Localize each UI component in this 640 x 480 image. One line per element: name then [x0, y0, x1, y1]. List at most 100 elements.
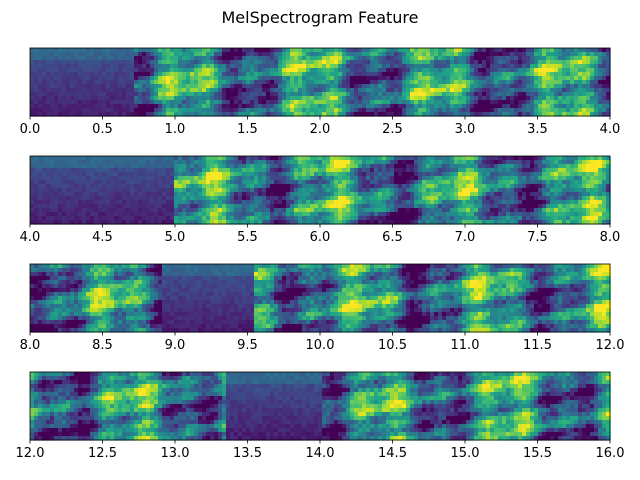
spectrogram-cell [418, 156, 423, 161]
spectrogram-cell [330, 188, 335, 193]
spectrogram-cell [450, 164, 455, 169]
spectrogram-cell [354, 48, 359, 53]
spectrogram-cell [46, 192, 51, 197]
spectrogram-cell [290, 164, 295, 169]
spectrogram-cell [486, 72, 491, 77]
spectrogram-cell [538, 176, 543, 181]
spectrogram-cell [54, 184, 59, 189]
spectrogram-cell [158, 84, 163, 89]
spectrogram-cell [194, 56, 199, 61]
spectrogram-cell [450, 48, 455, 53]
spectrogram-cell [126, 192, 131, 197]
spectrogram-cell [146, 176, 151, 181]
spectrogram-cell [30, 88, 35, 93]
spectrogram-cell [294, 60, 299, 65]
spectrogram-cell [46, 188, 51, 193]
x-tick-label: 3.5 [527, 122, 548, 137]
spectrogram-cell [254, 164, 259, 169]
spectrogram-cell [250, 212, 255, 217]
spectrogram-cell [230, 80, 235, 85]
spectrogram-cell [182, 164, 187, 169]
spectrogram-cell [586, 68, 591, 73]
spectrogram-cell [54, 60, 59, 65]
spectrogram-cell [86, 60, 91, 65]
spectrogram-cell [582, 80, 587, 85]
spectrogram-cell [138, 48, 143, 53]
spectrogram-cell [262, 180, 267, 185]
spectrogram-cell [418, 208, 423, 213]
spectrogram-cell [506, 184, 511, 189]
spectrogram-cell [398, 160, 403, 165]
spectrogram-cell [298, 48, 303, 53]
spectrogram-cell [170, 108, 175, 113]
spectrogram-cell [418, 104, 423, 109]
spectrogram-cell [466, 80, 471, 85]
spectrogram-cell [370, 216, 375, 221]
spectrogram-cell [174, 204, 179, 209]
spectrogram-cell [230, 48, 235, 53]
spectrogram-cell [90, 192, 95, 197]
spectrogram-cell [342, 108, 347, 113]
spectrogram-cell [370, 60, 375, 65]
spectrogram-cell [438, 200, 443, 205]
spectrogram-cell [154, 68, 159, 73]
spectrogram-cell [282, 176, 287, 181]
spectrogram-cell [34, 168, 39, 173]
spectrogram-cell [154, 172, 159, 177]
spectrogram-cell [234, 180, 239, 185]
spectrogram-cell [90, 204, 95, 209]
spectrogram-cell [118, 200, 123, 205]
spectrogram-cell [70, 164, 75, 169]
spectrogram-cell [326, 84, 331, 89]
spectrogram-cell [234, 208, 239, 213]
spectrogram-cell [358, 108, 363, 113]
spectrogram-cell [114, 204, 119, 209]
spectrogram-cell [606, 168, 611, 173]
spectrogram-cell [74, 48, 79, 53]
spectrogram-cell [38, 104, 43, 109]
spectrogram-cell [350, 212, 355, 217]
spectrogram-cell [202, 200, 207, 205]
spectrogram-cell [126, 56, 131, 61]
spectrogram-cell [534, 204, 539, 209]
spectrogram-cell [394, 68, 399, 73]
spectrogram-cell [510, 108, 515, 113]
spectrogram-cell [574, 72, 579, 77]
spectrogram-cell [222, 60, 227, 65]
spectrogram-cell [534, 56, 539, 61]
spectrogram-cell [182, 160, 187, 165]
spectrogram-cell [62, 108, 67, 113]
spectrogram-cell [398, 112, 403, 117]
spectrogram-cell [562, 68, 567, 73]
spectrogram-cell [94, 96, 99, 101]
spectrogram-cell [34, 80, 39, 85]
spectrogram-cell [166, 208, 171, 213]
spectrogram-cell [422, 48, 427, 53]
spectrogram-cell [514, 192, 519, 197]
spectrogram-cell [138, 156, 143, 161]
spectrogram-cell [594, 76, 599, 81]
spectrogram-cell [442, 200, 447, 205]
spectrogram-cell [562, 160, 567, 165]
spectrogram-cell [50, 96, 55, 101]
spectrogram-cell [362, 56, 367, 61]
spectrogram-cell [150, 88, 155, 93]
spectrogram-cell [254, 56, 259, 61]
spectrogram-cell [586, 64, 591, 69]
spectrogram-cell [146, 188, 151, 193]
spectrogram-cell [306, 76, 311, 81]
spectrogram-cell [390, 52, 395, 57]
spectrogram-cell [358, 92, 363, 97]
spectrogram-cell [230, 160, 235, 165]
spectrogram-cell [102, 88, 107, 93]
spectrogram-cell [578, 196, 583, 201]
spectrogram-cell [118, 216, 123, 221]
spectrogram-cell [362, 220, 367, 225]
spectrogram-cell [178, 52, 183, 57]
spectrogram-cell [586, 208, 591, 213]
spectrogram-cell [238, 184, 243, 189]
spectrogram-cell [550, 80, 555, 85]
spectrogram-cell [510, 64, 515, 69]
spectrogram-cell [346, 192, 351, 197]
spectrogram-cell [362, 184, 367, 189]
